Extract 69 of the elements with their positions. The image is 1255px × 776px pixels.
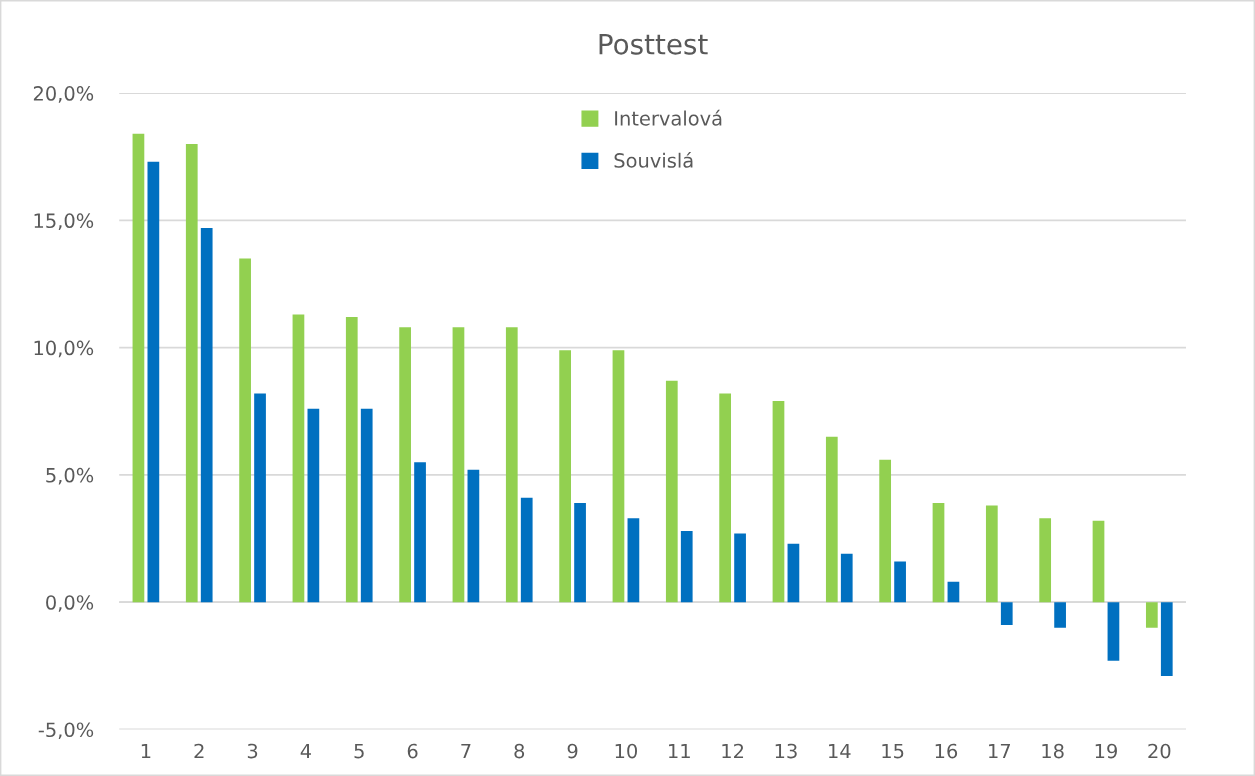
bar <box>399 327 411 603</box>
bar <box>200 228 213 603</box>
bar <box>787 543 800 603</box>
bar <box>360 408 373 603</box>
bar <box>1160 602 1173 676</box>
bar <box>307 408 320 603</box>
bar <box>680 530 693 603</box>
y-tick-label: -5,0% <box>38 722 94 740</box>
bar <box>1039 518 1052 603</box>
bar <box>1054 602 1066 628</box>
bar <box>292 314 305 603</box>
x-tick-label: 12 <box>722 743 744 759</box>
bar <box>345 317 358 603</box>
bar <box>612 350 625 603</box>
bar <box>1000 602 1013 626</box>
bar <box>414 462 426 603</box>
bar <box>1145 602 1158 628</box>
x-tick-label: 2 <box>194 743 204 759</box>
x-tick-label: 19 <box>1095 743 1117 759</box>
x-tick-label: 20 <box>1148 743 1171 759</box>
x-tick-label: 10 <box>615 743 638 759</box>
bar <box>505 327 518 603</box>
y-tick-label: 0,0% <box>46 595 94 612</box>
bar <box>772 401 785 603</box>
x-tick-label: 1 <box>141 743 151 759</box>
bar <box>239 258 251 603</box>
chart-title: Posttest <box>599 33 708 55</box>
x-tick-label: 5 <box>354 743 364 759</box>
bar <box>467 469 480 603</box>
x-tick-label: 17 <box>989 743 1010 759</box>
x-tick-label: 8 <box>514 743 525 759</box>
bar <box>932 502 945 603</box>
x-tick-label: 7 <box>461 743 471 759</box>
bar <box>879 459 892 603</box>
y-tick-label: 20,0% <box>33 86 94 103</box>
bar <box>559 350 571 603</box>
bar <box>1092 520 1105 603</box>
x-tick-label: 3 <box>247 743 258 759</box>
bar <box>665 380 678 603</box>
bar <box>719 393 732 603</box>
bar <box>185 144 198 603</box>
x-tick-label: 11 <box>669 743 690 759</box>
x-tick-label: 4 <box>300 743 311 759</box>
bar <box>734 533 746 603</box>
bar <box>825 436 838 603</box>
bar <box>1107 602 1120 661</box>
bar <box>520 497 533 603</box>
bar <box>147 161 160 603</box>
x-tick-label: 13 <box>775 743 797 759</box>
x-tick-label: 9 <box>567 743 578 759</box>
bar <box>947 581 960 603</box>
y-tick-label: 15,0% <box>34 213 94 231</box>
x-tick-label: 16 <box>935 743 958 759</box>
bar <box>574 502 586 603</box>
bar <box>132 133 145 603</box>
y-tick-label: 5,0% <box>46 467 94 485</box>
bar <box>840 553 853 603</box>
bar <box>254 393 266 603</box>
bar <box>894 561 906 603</box>
bar <box>985 505 998 603</box>
y-tick-label: 10,0% <box>34 340 94 358</box>
x-tick-label: 18 <box>1042 743 1064 759</box>
x-tick-label: 14 <box>829 743 851 759</box>
legend-label: Souvislá <box>614 151 693 168</box>
x-tick-label: 6 <box>407 743 418 759</box>
x-tick-label: 15 <box>882 743 904 759</box>
bar <box>452 327 465 603</box>
bar <box>627 518 640 603</box>
legend-label: Intervalová <box>615 109 722 126</box>
